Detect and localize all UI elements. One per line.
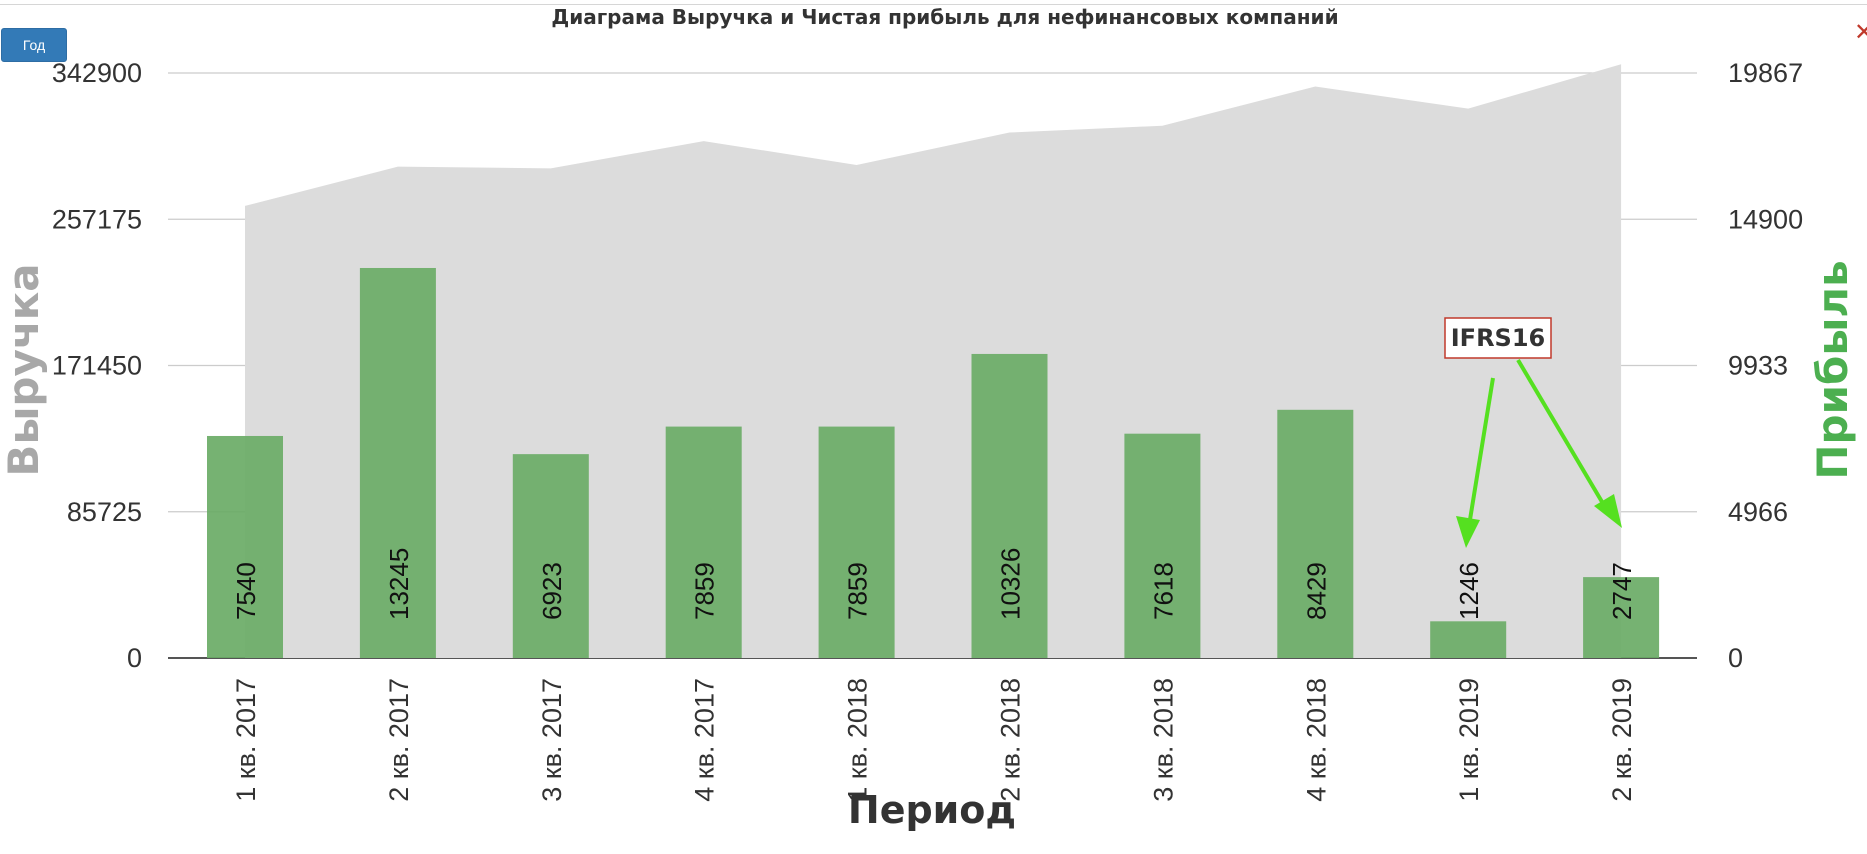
right-tick-label: 4966 [1728, 497, 1788, 527]
left-tick-label: 257175 [52, 204, 142, 234]
category-label: 3 кв. 2018 [1148, 678, 1178, 802]
right-tick-label: 14900 [1728, 204, 1803, 234]
category-label: 2 кв. 2017 [384, 678, 414, 802]
category-label: 1 кв. 2019 [1454, 678, 1484, 802]
close-icon[interactable]: ✕ [1854, 18, 1867, 46]
chart-title: Диаграма Выручка и Чистая прибыль для не… [551, 5, 1338, 29]
right-tick-label: 0 [1728, 643, 1743, 673]
bar-value-label: 7859 [843, 562, 873, 620]
category-label: 2 кв. 2018 [996, 678, 1026, 802]
bar-value-label: 7859 [690, 562, 720, 620]
y-axis-label-left: Выручка [0, 263, 48, 476]
bar-value-label: 7618 [1148, 562, 1178, 620]
profit-bar [1430, 621, 1507, 658]
profit-bar [1583, 577, 1660, 658]
revenue-area [245, 64, 1622, 659]
category-label: 1 кв. 2017 [231, 678, 261, 802]
annotation-arrowhead-2 [1594, 494, 1622, 528]
category-label: 2 кв. 2019 [1607, 678, 1637, 802]
right-tick-label: 9933 [1728, 351, 1788, 381]
profit-bar [971, 353, 1048, 658]
category-labels: 1 кв. 2017 2 кв. 2017 3 кв. 2017 4 кв. 2017… [231, 678, 1637, 802]
annotation-arrowhead-1 [1456, 516, 1480, 548]
top-divider [0, 4, 1867, 5]
bar-value-label: 2747 [1607, 562, 1637, 620]
profit-bar [207, 435, 283, 658]
profit-bar [1277, 409, 1354, 658]
left-tick-label: 0 [127, 643, 142, 673]
right-axis-ticks: 0 4966 9933 14900 19867 [1728, 58, 1803, 673]
bar-value-label: 10326 [996, 548, 1026, 620]
profit-bars-layer [207, 267, 1660, 658]
bar-value-label: 7540 [231, 562, 261, 620]
left-axis-ticks: 0 85725 171450 257175 342900 [52, 58, 142, 673]
annotation-arrow-1 [1466, 377, 1495, 533]
category-label: 4 кв. 2018 [1301, 678, 1331, 802]
x-axis-label: Период [848, 788, 1016, 832]
right-tick-label: 19867 [1728, 58, 1803, 88]
bar-value-label: 13245 [384, 548, 414, 620]
ifrs16-annotation: IFRS16 [1444, 317, 1622, 548]
category-label: 1 кв. 2018 [843, 678, 873, 802]
profit-bar [665, 426, 742, 658]
category-label: 4 кв. 2017 [690, 678, 720, 802]
annotation-arrow-2 [1516, 358, 1610, 514]
category-label: 3 кв. 2017 [537, 678, 567, 802]
left-tick-label: 171450 [52, 351, 142, 381]
annotation-box [1444, 317, 1552, 359]
profit-bar [359, 267, 436, 658]
bar-value-label: 1246 [1454, 562, 1484, 620]
profit-bar [512, 454, 589, 658]
year-button[interactable]: Год [1, 28, 67, 62]
revenue-area-layer [245, 64, 1622, 659]
annotation-label: IFRS16 [1451, 324, 1546, 352]
bar-value-label: 8429 [1301, 562, 1331, 620]
bar-value-label: 6923 [537, 562, 567, 620]
left-tick-label: 342900 [52, 58, 142, 88]
y-axis-label-right: Прибыль [1808, 260, 1857, 479]
profit-bar [1124, 433, 1201, 658]
left-tick-label: 85725 [67, 497, 142, 527]
bar-value-labels: 7540 13245 6923 7859 7859 10326 7618 8429 1246 27… [231, 548, 1637, 620]
profit-bar [818, 426, 895, 658]
